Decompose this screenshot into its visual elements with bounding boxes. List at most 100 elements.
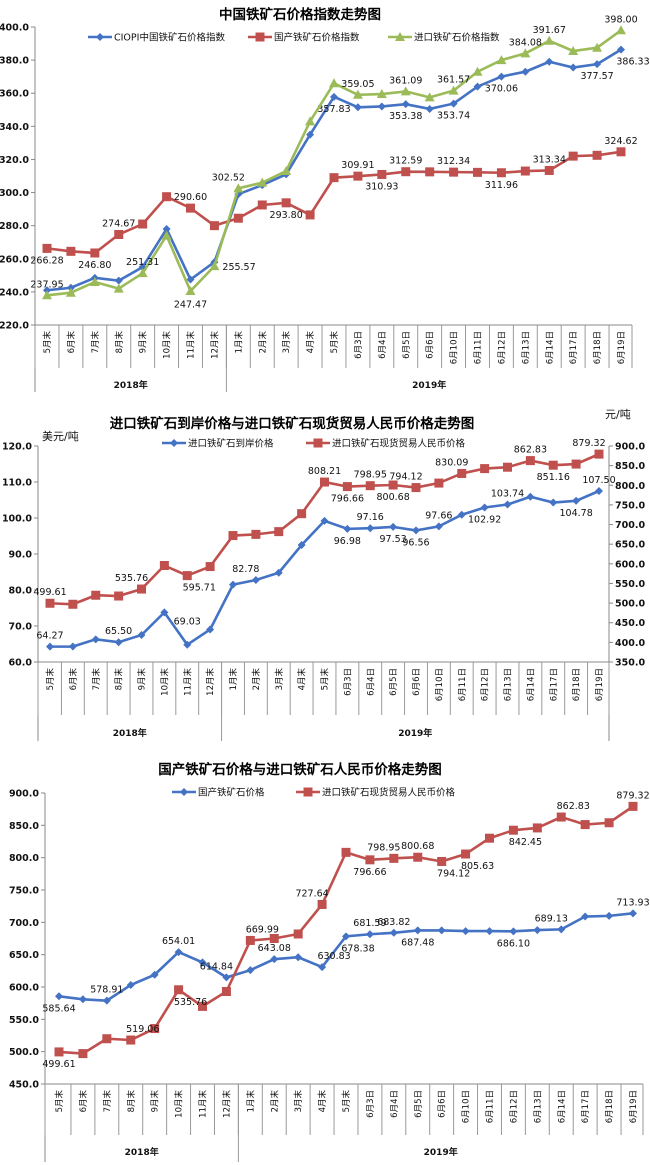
data-label: 800.68 bbox=[377, 492, 410, 503]
data-label: 879.32 bbox=[572, 438, 605, 449]
data-label: 630.83 bbox=[317, 951, 350, 962]
data-point-square bbox=[317, 899, 327, 909]
y-tick-label: 800.0 bbox=[9, 853, 39, 864]
legend-square-icon bbox=[255, 32, 265, 42]
x-tick-label: 7月末 bbox=[102, 1090, 113, 1113]
data-label: 519.06 bbox=[126, 1024, 159, 1035]
data-label: 794.12 bbox=[437, 868, 470, 879]
data-point-diamond bbox=[343, 524, 352, 533]
data-point-square bbox=[45, 598, 55, 608]
data-point-diamond bbox=[473, 82, 482, 91]
x-tick-label: 10月末 bbox=[162, 331, 173, 359]
data-point-diamond bbox=[503, 500, 512, 509]
y-tick-label: 280.0 bbox=[0, 221, 29, 232]
data-point-square bbox=[449, 167, 459, 177]
data-label: 104.78 bbox=[560, 508, 593, 519]
data-label: 800.68 bbox=[401, 841, 434, 852]
data-point-square bbox=[341, 847, 351, 857]
data-point-square bbox=[137, 584, 146, 594]
data-point-square bbox=[548, 460, 558, 470]
data-point-diamond bbox=[229, 580, 237, 589]
data-point-diamond bbox=[160, 608, 169, 617]
data-point-square bbox=[508, 825, 518, 835]
data-point-diamond bbox=[389, 522, 398, 531]
x-tick-label: 11月末 bbox=[198, 1090, 209, 1118]
data-point-diamond bbox=[306, 130, 315, 139]
data-label: 578.91 bbox=[90, 985, 123, 996]
data-label: 805.63 bbox=[461, 861, 494, 872]
x-tick-label: 5月末 bbox=[329, 331, 340, 354]
series-3: 237.95 251.31 255.57 302.52 359.05 361.09 361.… bbox=[30, 14, 638, 300]
data-point-square bbox=[411, 483, 421, 493]
data-point-diamond bbox=[114, 638, 123, 647]
y-tick-label: 360.0 bbox=[0, 89, 29, 100]
data-point-triangle bbox=[42, 290, 52, 300]
x-tick-label: 6月19日 bbox=[629, 1090, 639, 1123]
data-label: 64.27 bbox=[36, 631, 63, 642]
data-label: 798.95 bbox=[354, 470, 387, 481]
x-tick-label: 6月18日 bbox=[605, 1090, 615, 1123]
data-point-diamond bbox=[206, 625, 215, 634]
data-point-square bbox=[174, 985, 184, 995]
left-axis-unit: 美元/吨 bbox=[42, 430, 79, 443]
legend-label: 国产铁矿石价格 bbox=[198, 787, 265, 799]
x-tick-label: 6月末 bbox=[66, 331, 77, 354]
x-tick-label: 6月18日 bbox=[593, 331, 603, 364]
x-tick-label: 10月末 bbox=[174, 1090, 185, 1118]
data-point-square bbox=[186, 203, 195, 213]
data-point-square bbox=[461, 849, 471, 859]
legend-square-icon bbox=[303, 787, 313, 797]
data-point-square bbox=[425, 167, 435, 177]
data-label: 357.83 bbox=[317, 104, 350, 115]
data-point-triangle bbox=[209, 261, 220, 271]
y-tick-label: 340.0 bbox=[0, 122, 29, 133]
data-point-diamond bbox=[377, 102, 386, 111]
data-label: 687.48 bbox=[401, 937, 434, 948]
data-point-square bbox=[42, 243, 52, 253]
data-point-square bbox=[257, 200, 267, 210]
y-tick-label: 220.0 bbox=[0, 321, 29, 332]
data-label: 310.93 bbox=[365, 181, 398, 192]
data-point-diamond bbox=[461, 927, 470, 936]
data-point-diamond bbox=[545, 57, 554, 66]
data-point-diamond bbox=[114, 276, 123, 285]
data-point-diamond bbox=[183, 640, 192, 649]
data-label: 313.34 bbox=[533, 154, 566, 165]
y-tick-label: 110.0 bbox=[2, 478, 32, 489]
series-1: 585.64 578.91 654.01 614.84 643.08 630.83678.… bbox=[42, 897, 649, 1014]
year-label: 2019年 bbox=[424, 1146, 458, 1158]
data-point-diamond bbox=[629, 909, 637, 918]
data-label: 97.53 bbox=[380, 534, 407, 545]
data-point-diamond bbox=[198, 958, 207, 967]
x-tick-label: 9月末 bbox=[138, 331, 149, 354]
data-label: 796.66 bbox=[353, 867, 386, 878]
data-point-diamond bbox=[320, 516, 329, 525]
data-label: 686.10 bbox=[497, 938, 530, 949]
x-tick-label: 2月末 bbox=[269, 1090, 280, 1113]
x-tick-label: 6月10日 bbox=[450, 331, 460, 364]
legend-label: 进口铁矿石现货贸易人民币价格 bbox=[332, 438, 466, 450]
data-point-diamond bbox=[526, 492, 535, 501]
data-point-diamond bbox=[274, 568, 283, 577]
data-point-square bbox=[532, 823, 542, 833]
x-tick-label: 1月末 bbox=[228, 668, 239, 691]
data-point-diamond bbox=[174, 948, 183, 957]
data-point-diamond bbox=[342, 932, 350, 941]
data-label: 361.09 bbox=[389, 75, 422, 86]
chart-2: 进口铁矿石到岸价格与进口铁矿石现货贸易人民币价格走势图 60.0 70.0 80.0 9… bbox=[2, 408, 645, 741]
y2-tick-label: 900.0 bbox=[615, 442, 645, 453]
data-point-square bbox=[342, 482, 352, 492]
data-point-square bbox=[496, 168, 506, 178]
data-point-diamond bbox=[68, 642, 77, 651]
data-point-triangle bbox=[544, 35, 555, 45]
data-label: 246.80 bbox=[78, 260, 111, 271]
data-label: 97.16 bbox=[357, 512, 384, 523]
data-point-diamond bbox=[365, 930, 374, 939]
data-label: 353.74 bbox=[437, 111, 470, 122]
data-point-square bbox=[480, 464, 490, 474]
x-tick-label: 6月17日 bbox=[569, 331, 579, 364]
data-point-square bbox=[205, 562, 215, 572]
data-point-diamond bbox=[457, 510, 466, 519]
data-point-square bbox=[159, 561, 169, 571]
